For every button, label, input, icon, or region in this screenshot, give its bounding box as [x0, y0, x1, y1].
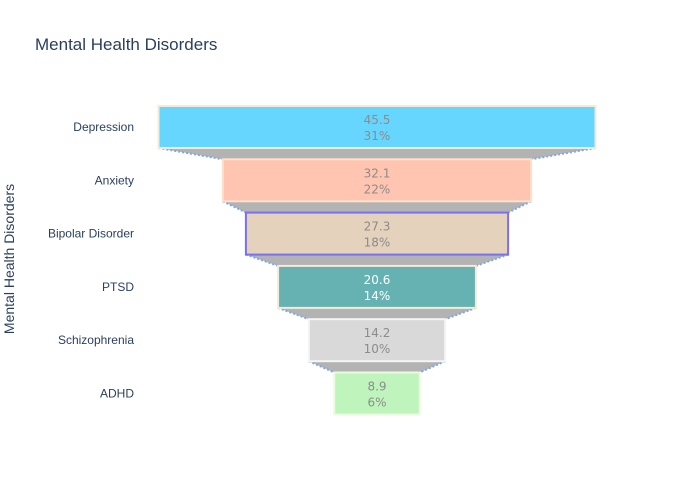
funnel-connector-edge: [245, 253, 279, 267]
funnel-connector: [158, 148, 596, 160]
value-label-bipolar-disorder: 27.3: [364, 220, 391, 234]
value-label-adhd: 8.9: [367, 380, 386, 394]
funnel-connector: [245, 254, 509, 266]
funnel-connector: [222, 201, 532, 213]
percent-label-schizophrenia: 10%: [364, 342, 391, 356]
percent-label-ptsd: 14%: [364, 289, 391, 303]
funnel-plot: 45.5 31% Depression 32.1 22% Anxiety 27.3 18% Bi…: [48, 105, 597, 416]
funnel-bar-adhd[interactable]: [333, 371, 421, 416]
funnel-connector-edge: [308, 360, 335, 374]
y-tick-ptsd: PTSD: [102, 280, 134, 294]
y-tick-bipolar-disorder: Bipolar Disorder: [48, 227, 134, 241]
y-axis-title: Mental Health Disorders: [1, 184, 17, 334]
value-label-ptsd: 20.6: [364, 273, 391, 287]
y-tick-depression: Depression: [73, 120, 134, 134]
value-label-depression: 45.5: [364, 113, 391, 127]
y-tick-anxiety: Anxiety: [95, 173, 134, 187]
percent-label-anxiety: 22%: [364, 182, 391, 196]
percent-label-adhd: 6%: [367, 396, 386, 410]
y-tick-schizophrenia: Schizophrenia: [58, 333, 134, 347]
percent-label-bipolar-disorder: 18%: [364, 236, 391, 250]
funnel-connector-edge: [530, 147, 596, 161]
y-tick-adhd: ADHD: [100, 387, 134, 401]
funnel-bar-anxiety[interactable]: [221, 158, 533, 203]
funnel-connector-edge: [222, 200, 247, 214]
percent-label-depression: 31%: [364, 129, 391, 143]
funnel-connector-edge: [419, 360, 446, 374]
funnel-connector-edge: [507, 200, 532, 214]
funnel-bar-depression[interactable]: [157, 105, 597, 149]
funnel-connector-edge: [475, 253, 509, 267]
funnel-connector: [308, 361, 446, 373]
funnel-bar-bipolar-disorder[interactable]: [244, 211, 510, 256]
value-label-schizophrenia: 14.2: [364, 326, 391, 340]
value-label-anxiety: 32.1: [364, 166, 391, 180]
funnel-connector-edge: [444, 306, 477, 321]
chart-title: Mental Health Disorders: [35, 35, 217, 54]
funnel-connector-edge: [158, 147, 224, 161]
funnel-bar-ptsd[interactable]: [277, 264, 477, 309]
funnel-bar-schizophrenia[interactable]: [307, 318, 447, 363]
funnel-connector: [278, 307, 476, 320]
funnel-connector-edge: [277, 306, 310, 321]
